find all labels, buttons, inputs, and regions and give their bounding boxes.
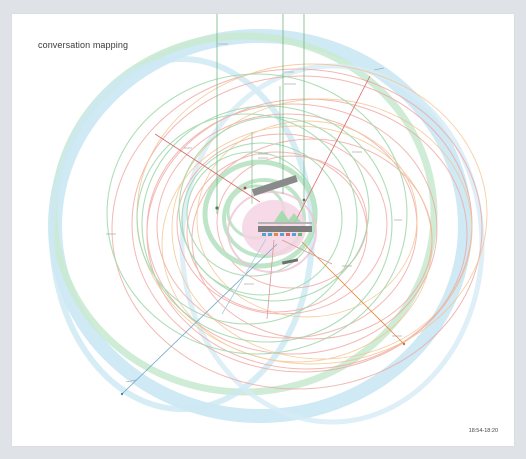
time-range-label: 18:54-18:20: [468, 428, 498, 434]
gray-diagonal-bar: [251, 175, 298, 196]
right-blue-arc: [179, 63, 485, 425]
small-gray-bar: [281, 258, 299, 265]
diagram-title: conversation mapping: [38, 40, 129, 50]
annotation-marks: [106, 43, 402, 383]
radial-lines: [121, 14, 405, 395]
end-dots: [120, 186, 406, 396]
center-pink-ring: [227, 191, 317, 273]
conversation-map: [48, 14, 488, 425]
diagram-sheet: conversation mapping: [12, 14, 514, 446]
center-bar-group: [258, 210, 312, 236]
